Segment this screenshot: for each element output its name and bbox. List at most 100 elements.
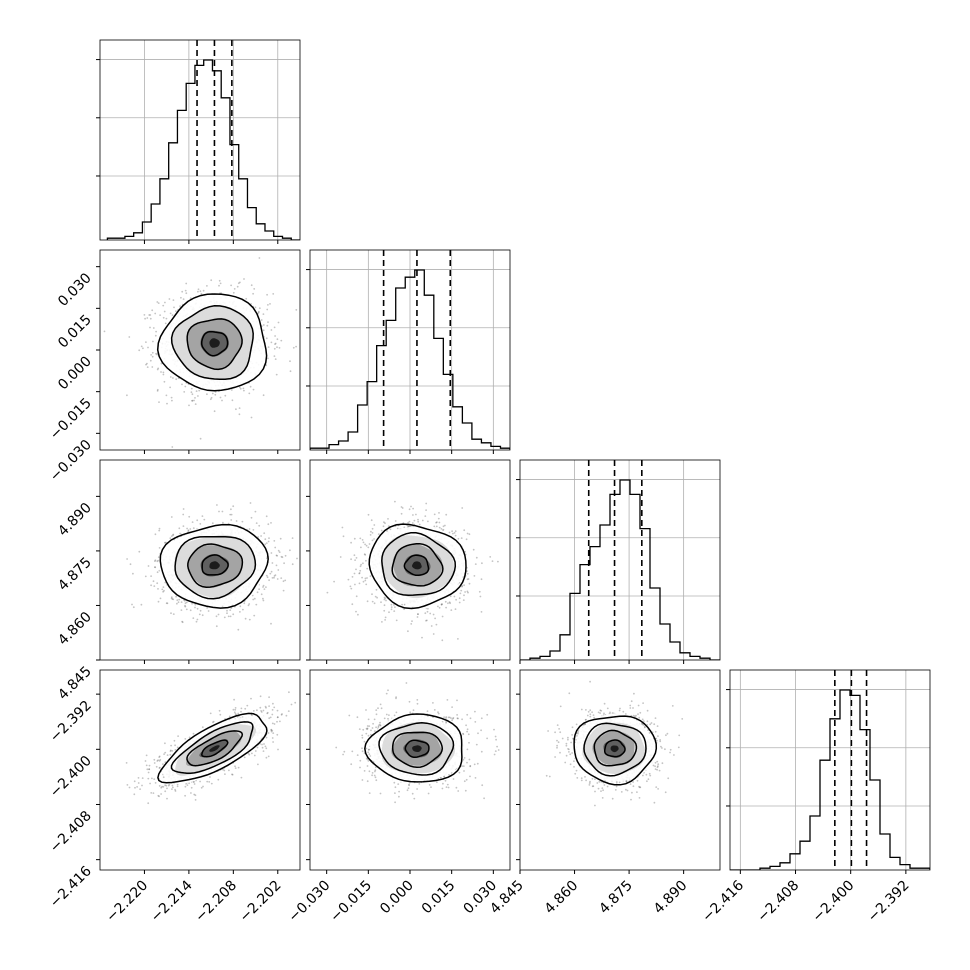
scatter-point <box>198 613 201 616</box>
scatter-point <box>376 596 378 599</box>
scatter-point <box>171 314 174 316</box>
scatter-point <box>157 794 160 797</box>
scatter-point <box>453 595 456 598</box>
scatter-point <box>190 391 193 394</box>
scatter-point <box>455 598 457 601</box>
scatter-point <box>170 596 173 599</box>
scatter-point <box>181 383 183 386</box>
scatter-point <box>168 298 171 300</box>
scatter-point <box>142 347 144 350</box>
scatter-point <box>230 508 232 511</box>
scatter-point <box>466 578 469 581</box>
scatter-point <box>192 527 195 529</box>
scatter-point <box>462 599 465 601</box>
scatter-point <box>387 525 390 527</box>
scatter-point <box>280 555 283 558</box>
scatter-point <box>196 607 199 610</box>
scatter-point <box>196 519 199 522</box>
scatter-point <box>278 551 281 553</box>
scatter-point <box>233 288 236 290</box>
scatter-point <box>478 590 481 593</box>
scatter-point <box>247 604 250 607</box>
scatter-point <box>248 392 251 395</box>
scatter-point <box>194 397 196 399</box>
scatter-point <box>232 613 235 616</box>
scatter-point <box>284 579 287 582</box>
scatter-point <box>189 528 192 530</box>
scatter-point <box>260 710 262 712</box>
scatter-point <box>156 388 159 391</box>
scatter-point <box>159 597 162 600</box>
scatter-point <box>413 519 416 522</box>
scatter-point <box>176 599 179 601</box>
scatter-point <box>190 792 192 794</box>
scatter-point <box>141 777 144 779</box>
scatter-point <box>409 525 411 527</box>
scatter-point <box>257 763 259 766</box>
scatter-point <box>197 290 199 293</box>
scatter-point <box>199 609 202 612</box>
scatter-point <box>132 606 135 609</box>
scatter-point <box>162 373 165 376</box>
scatter-point <box>289 549 291 552</box>
scatter-point <box>237 628 240 631</box>
contour-line <box>170 305 254 381</box>
scatter-point <box>266 576 269 579</box>
scatter-point <box>187 529 190 532</box>
scatter-point <box>244 617 247 620</box>
scatter-point <box>264 538 267 541</box>
scatter-point <box>149 359 152 362</box>
scatter-point <box>146 366 149 368</box>
scatter-point <box>249 502 252 504</box>
scatter-point <box>217 613 220 616</box>
scatter-point <box>383 609 386 612</box>
scatter-point <box>172 533 175 536</box>
scatter-point <box>184 385 187 388</box>
scatter-point <box>231 399 234 402</box>
scatter-point <box>191 393 194 396</box>
histogram-panel-0 <box>96 39 301 244</box>
scatter-point <box>465 538 468 541</box>
scatter-point <box>429 612 432 615</box>
scatter-point <box>154 334 157 337</box>
scatter-point <box>156 560 159 563</box>
scatter-point <box>371 593 373 596</box>
contour-line <box>381 532 457 597</box>
scatter-point <box>133 793 136 796</box>
scatter-point <box>192 780 195 783</box>
scatter-point <box>211 522 214 525</box>
scatter-point <box>396 527 399 530</box>
scatter-point <box>349 585 352 588</box>
scatter-point <box>219 282 222 285</box>
scatter-point <box>237 712 240 715</box>
scatter-point <box>276 716 279 719</box>
scatter-point <box>434 617 436 620</box>
scatter-point <box>354 559 356 561</box>
scatter-point <box>425 502 428 505</box>
scatter-point <box>395 619 398 622</box>
scatter-point <box>158 529 161 532</box>
scatter-point <box>371 539 374 542</box>
scatter-point <box>274 335 276 337</box>
scatter-point <box>239 387 242 390</box>
scatter-point <box>435 521 437 524</box>
scatter-point <box>260 535 262 537</box>
scatter-point <box>384 597 387 600</box>
scatter-point <box>158 795 161 798</box>
scatter-point <box>270 522 272 524</box>
scatter-point <box>491 560 494 562</box>
scatter-point <box>364 543 366 546</box>
scatter-point <box>463 594 465 597</box>
scatter-point <box>497 560 499 563</box>
scatter-point <box>171 750 174 752</box>
scatter-point <box>289 360 291 363</box>
scatter-point <box>387 518 389 520</box>
scatter-point <box>152 340 154 343</box>
scatter-point <box>384 616 387 619</box>
scatter-point <box>252 292 255 295</box>
scatter-point <box>265 364 268 367</box>
scatter-point <box>403 608 405 611</box>
scatter-point <box>341 526 344 529</box>
scatter-point <box>230 389 233 391</box>
scatter-point <box>270 622 272 625</box>
